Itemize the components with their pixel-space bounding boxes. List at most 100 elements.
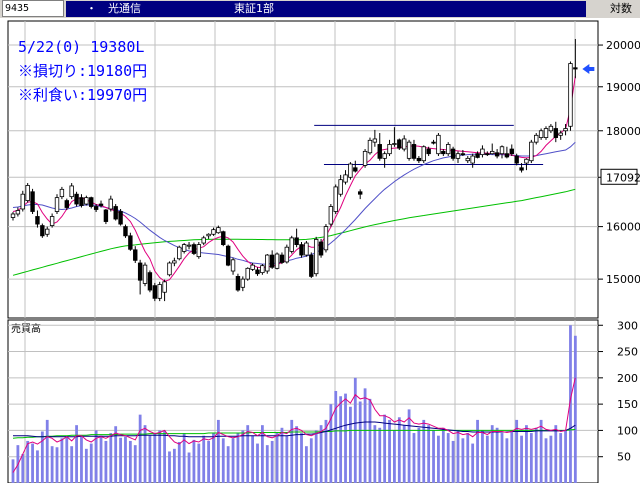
candle-up [84,197,89,205]
candle-down [504,153,510,158]
volume-bar [534,427,538,483]
volume-bar [573,335,577,483]
candle-down [225,245,231,266]
volume-bar [432,430,435,483]
volume-bar [349,406,352,483]
candle-down [128,235,133,250]
price-tick-label: 18000 [606,125,640,138]
candle-down [235,276,241,291]
price-axis: 15000 16000 17092 18000 19000 20000 [598,39,640,286]
candle-down [147,272,153,291]
volume-bar [378,427,382,483]
candle-down [89,197,94,207]
volume-bar [26,440,30,483]
volume-bar [65,435,69,483]
volume-bar [45,419,49,483]
volume-bar [412,433,416,483]
candle-up [196,244,202,258]
price-tick-label: 20000 [606,39,640,52]
candle-up [265,254,270,272]
candle-down [441,150,446,155]
candle-up [284,246,290,263]
moving-average-long [12,188,576,276]
volume-bar [515,419,519,483]
title-dot: ・ [86,2,97,15]
volume-tick-label: 50 [617,451,631,464]
volume-bar [89,443,93,483]
candle-down [74,193,79,205]
candle-up [157,284,162,299]
annotation-take-profit: ※利食い:19970円 [18,86,147,104]
candle-down [35,216,40,225]
candle-up [108,198,113,210]
candle-down [64,200,69,208]
volume-bar [305,446,308,483]
candle-down [30,191,35,212]
candle-up [558,132,563,136]
price-tick-label: 16000 [606,221,640,234]
candle-up [313,239,319,275]
candle-up [499,146,505,155]
volume-bar [265,445,269,483]
volume-panel-title: 売買高 [11,322,41,335]
volume-bar [36,450,39,483]
candle-up [372,138,378,143]
candle-up [167,262,172,276]
volume-bar [99,435,103,483]
volume-bar [226,446,230,483]
candle-up [289,237,294,252]
volume-tick-label: 100 [617,424,638,437]
candle-down [357,191,363,195]
candle-down [299,244,304,256]
candle-down [318,241,324,256]
volume-bar [182,433,186,483]
volume-bar [466,433,470,483]
volume-bar [383,414,387,483]
volume-bar [75,425,78,483]
candle-up [348,163,353,178]
volume-bar [270,440,274,483]
candle-up [333,186,338,212]
volume-bar [407,409,411,483]
scale-mode-label[interactable]: 対数 [610,2,632,15]
volume-tick-label: 150 [617,398,638,411]
candle-up [211,229,216,235]
candle-up [216,227,221,234]
candle-up [181,244,187,252]
volume-bar [231,438,235,483]
volume-bar [520,435,523,483]
candle-down [93,206,99,210]
volume-bar [202,435,206,483]
volume-bar [251,435,255,483]
candle-up [250,264,255,270]
candle-down [485,153,490,156]
candle-down [269,254,275,268]
candle-up [172,260,177,264]
candle-up [343,174,348,183]
candle-up [465,157,470,162]
candle-down [279,254,285,263]
candle-up [436,134,441,155]
volume-bar [148,435,152,483]
volume-bar [358,401,362,483]
volume-bar [427,425,431,483]
candle-up [177,246,182,260]
volume-bar [461,438,465,483]
candle-up [406,141,412,159]
volume-bar [80,436,83,483]
volume-bar [549,435,553,483]
volume-bar [559,433,563,483]
candle-down [309,254,314,277]
candle-down [118,211,123,225]
volume-bar [124,436,127,483]
volume-bar [495,427,499,483]
volume-bar [177,441,181,483]
volume-bar [241,430,245,483]
candle-down [426,148,431,155]
volume-bar [363,388,367,483]
volume-bar [50,446,54,483]
candle-down [509,148,514,155]
candle-up [480,148,485,156]
candle-up [230,259,236,272]
candle-up [15,210,21,215]
